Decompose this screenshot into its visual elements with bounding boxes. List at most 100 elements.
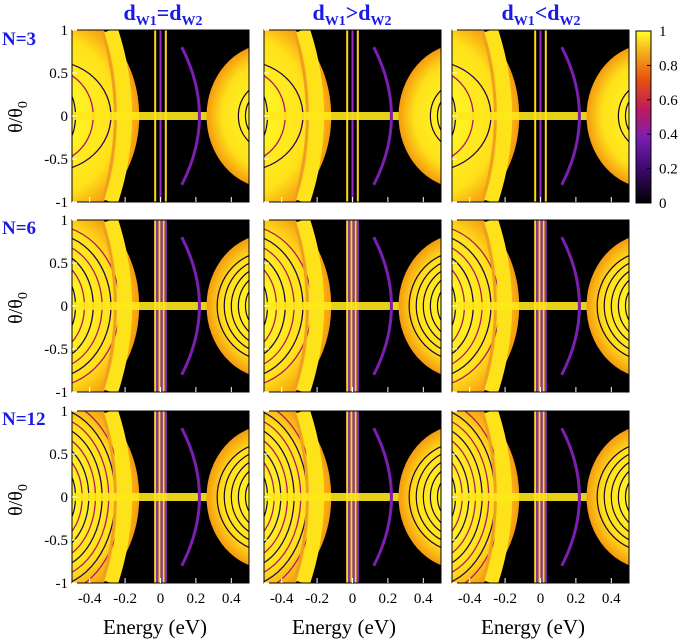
y-tick-label: 1	[61, 404, 69, 420]
x-tick-label: 0.2	[187, 591, 206, 607]
row-label-n12: N=12	[2, 409, 46, 430]
central-band	[72, 302, 249, 310]
colorbar-tick-label: 0	[659, 196, 667, 212]
heatmap-panel: -1 -0.5 0 0.5 1	[44, 23, 250, 211]
fringe-arc	[617, 470, 629, 524]
x-tick-label: 0	[349, 591, 357, 607]
colorbar-tick-label: 1	[659, 24, 667, 40]
x-tick-label: 0	[537, 591, 545, 607]
fringe-arc	[624, 481, 629, 513]
svg-text:θ/θ0: θ/θ0	[5, 292, 31, 324]
fringe-arc	[436, 290, 441, 322]
fringe-arc	[436, 481, 441, 513]
y-axis-label-row2: θ/θ0	[5, 292, 31, 324]
fringe-arc	[244, 100, 249, 132]
fringe-arc	[633, 285, 668, 326]
y-tick-label: 0.5	[49, 256, 68, 272]
y-tick-label: -1	[56, 385, 69, 401]
x-tick-label: -0.2	[113, 591, 137, 607]
y-tick-label: -1	[56, 195, 69, 211]
y-tick-label: 0.5	[49, 66, 68, 82]
fringe-arc	[72, 94, 77, 138]
heatmap-panel	[263, 29, 442, 203]
crescent-arc	[372, 427, 393, 567]
colorbar-tick-label: 0.8	[659, 58, 678, 74]
fringe-arc	[230, 461, 249, 533]
fringe-arc	[603, 262, 629, 350]
y-tick-label: 1	[61, 213, 69, 229]
band-right-lobe	[586, 47, 629, 185]
crescent-arc	[180, 427, 201, 567]
central-band	[452, 302, 629, 310]
fringe-arc	[429, 89, 441, 143]
y-tick-label: -0.5	[44, 533, 68, 549]
fringe-arc	[223, 453, 249, 541]
fringe-arc	[223, 262, 249, 350]
fringe-arc	[244, 481, 249, 513]
fringe-arc	[624, 290, 629, 322]
column-header-1: dW1=dW2	[123, 0, 202, 29]
fringe-arc	[216, 254, 249, 358]
fringe-arc	[603, 453, 629, 541]
fringe-arc	[422, 270, 441, 342]
heatmap-panel: -0.4 -0.2 0 0.2 0.4	[451, 410, 630, 607]
fringe-arc	[429, 279, 441, 333]
y-tick-label: 0	[61, 109, 69, 125]
x-tick-label: 0.2	[567, 591, 586, 607]
y-tick-label: 0	[61, 299, 69, 315]
heatmap-panel: -1 -0.5 0 0.5 1 -0.4 -0.2 0 0.2 0.4	[44, 404, 250, 607]
y-tick-label: -1	[56, 576, 69, 592]
central-band	[264, 493, 441, 501]
fringe-arc	[230, 270, 249, 342]
heatmap-panel	[451, 219, 668, 393]
heatmap-panel: -0.4 -0.2 0 0.2 0.4	[263, 410, 442, 607]
svg-text:θ/θ0: θ/θ0	[5, 101, 31, 133]
y-axis-label-row3: θ/θ0	[5, 484, 31, 516]
fringe-arc	[216, 445, 249, 549]
heatmap-panel: -1 -0.5 0 0.5 1	[44, 213, 250, 401]
fringe-arc	[415, 453, 441, 541]
crescent-arc	[560, 427, 581, 567]
central-band	[72, 112, 249, 120]
band-right-lobe	[398, 47, 441, 185]
crescent-arc	[180, 236, 201, 376]
fringe-arc	[408, 254, 441, 358]
central-band	[452, 112, 629, 120]
fringe-arc	[429, 470, 441, 524]
central-band	[452, 493, 629, 501]
row-label-n6: N=6	[2, 218, 36, 239]
colorbar-ticks: 0 0.2 0.4 0.6 0.8 1	[647, 24, 678, 212]
x-tick-label: 0.2	[379, 591, 398, 607]
fringe-arc	[596, 254, 629, 358]
fringe-arc	[617, 279, 629, 333]
fringe-arc	[610, 270, 629, 342]
x-tick-label: 0.4	[414, 591, 433, 607]
heatmap-panel	[263, 219, 442, 393]
fringe-arc	[237, 89, 249, 143]
x-tick-label: 0.4	[222, 591, 241, 607]
fringe-arc	[408, 445, 441, 549]
column-header-2: dW1>dW2	[312, 0, 391, 29]
y-tick-label: -0.5	[44, 342, 68, 358]
fringe-arc	[237, 279, 249, 333]
crescent-arc	[180, 46, 201, 186]
y-tick-label: -0.5	[44, 152, 68, 168]
colorbar-tick-label: 0.4	[659, 127, 678, 143]
row-label-n3: N=3	[2, 29, 36, 50]
y-tick-label: 0	[61, 490, 69, 506]
x-tick-label: 0.4	[602, 591, 621, 607]
crescent-arc	[560, 46, 581, 186]
y-tick-label: 1	[61, 23, 69, 39]
fringe-arc	[617, 89, 629, 143]
panel-grid: -1-0.500.51-1-0.500.51-1-0.500.51-0.4 -0.…	[44, 23, 668, 607]
fringe-arc	[237, 470, 249, 524]
fringe-arc	[436, 100, 441, 132]
central-band	[264, 302, 441, 310]
fringe-arc	[610, 461, 629, 533]
x-axis-label-col2: Energy (eV)	[292, 615, 396, 639]
fringe-arc	[422, 461, 441, 533]
central-band	[72, 493, 249, 501]
crescent-arc	[372, 46, 393, 186]
colorbar-tick-label: 0.6	[659, 93, 678, 109]
